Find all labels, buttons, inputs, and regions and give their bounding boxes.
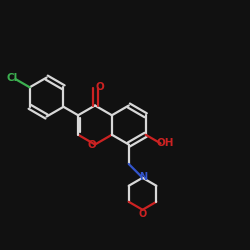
Text: Cl: Cl — [7, 73, 18, 83]
Text: OH: OH — [156, 138, 174, 148]
Text: N: N — [139, 172, 147, 181]
Text: O: O — [95, 82, 104, 92]
Text: O: O — [138, 208, 147, 218]
Text: O: O — [88, 140, 96, 149]
